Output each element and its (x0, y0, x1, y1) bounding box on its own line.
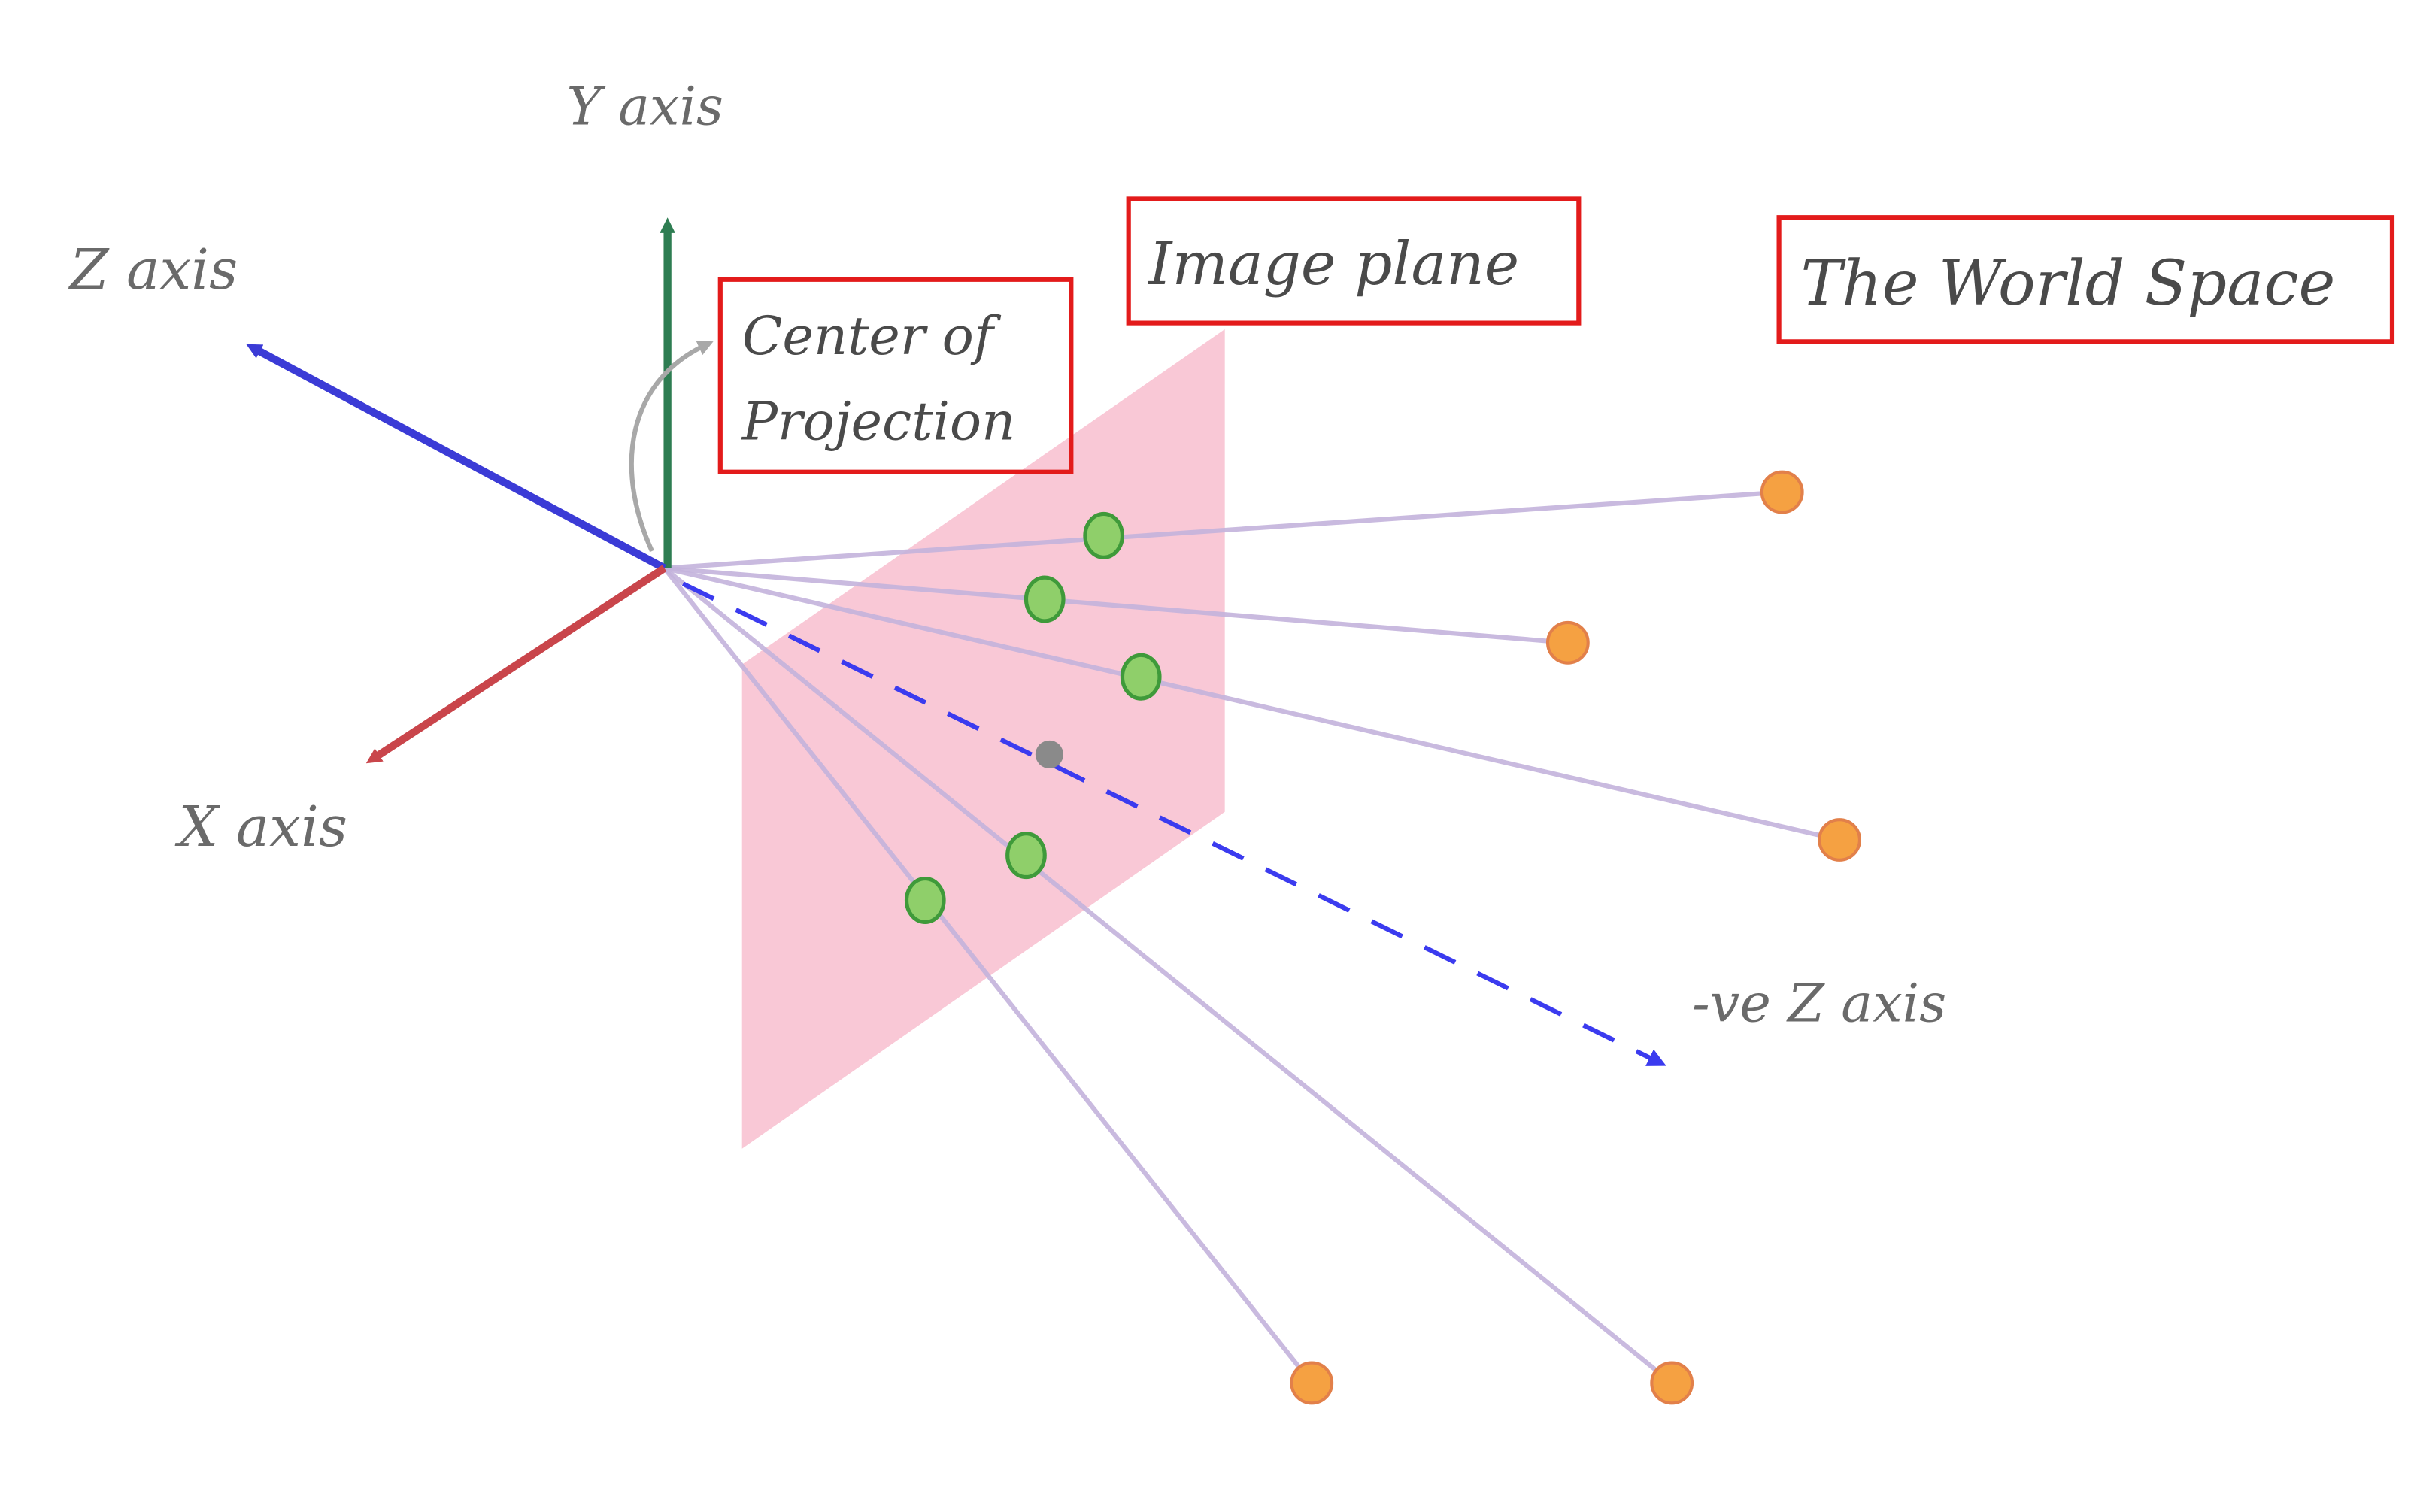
green-dot-outline (1120, 653, 1162, 701)
world-space-label: The World Space (1801, 247, 2336, 320)
green-dot-outline (1083, 511, 1125, 559)
projection-ray (662, 565, 1570, 645)
orange-dot-outline (1290, 1361, 1334, 1405)
green-dot-outline (1024, 575, 1066, 623)
green-dot-outline (904, 876, 946, 924)
green-dot-icon (1122, 655, 1160, 699)
projected-points (906, 514, 1160, 923)
gray-dot-icon (1035, 740, 1063, 769)
orange-dot-icon (1548, 622, 1588, 663)
x-axis-label: X axis (174, 794, 347, 859)
green-dot-icon (906, 878, 945, 923)
image-plane-label: Image plane (1148, 230, 1520, 298)
curved-arrow-icon (629, 341, 714, 553)
green-dot-icon (1026, 577, 1063, 621)
projection-ray (662, 565, 1675, 1386)
green-dot-icon (1084, 514, 1123, 558)
center-of-projection-box (717, 277, 1074, 474)
orange-dot-icon (1761, 471, 1803, 513)
z-axis-label: Z axis (68, 237, 238, 302)
orange-dot-icon (1819, 820, 1860, 860)
neg-z-axis-label: -ve Z axis (1692, 972, 1946, 1034)
green-dot-icon (1007, 833, 1045, 877)
center-of-projection-label-line2: Projection (741, 390, 1016, 452)
z-axis-line (246, 344, 666, 572)
projection-ray (662, 565, 1842, 843)
world-point-outlines (1290, 470, 1862, 1405)
projection-ray (662, 565, 1315, 1386)
green-dot-outline (1005, 832, 1047, 880)
neg-z-axis-line (681, 581, 1666, 1066)
orange-dot-icon (1651, 1362, 1693, 1404)
projection-ray (662, 489, 1785, 571)
world-space-box (1776, 215, 2395, 344)
projection-rays (662, 489, 1842, 1386)
orange-dot-outline (1545, 620, 1590, 665)
image-plane-box (1126, 196, 1582, 326)
x-axis-line (365, 565, 667, 764)
world-points (1291, 471, 1860, 1404)
projected-point-outlines (904, 511, 1162, 924)
y-axis-label: Y axis (566, 75, 723, 137)
orange-dot-outline (1650, 1361, 1694, 1405)
orange-dot-outline (1760, 470, 1804, 514)
center-of-projection-label-line1: Center of (742, 305, 1002, 367)
orange-dot-outline (1818, 818, 1862, 862)
orange-dot-icon (1291, 1362, 1333, 1404)
